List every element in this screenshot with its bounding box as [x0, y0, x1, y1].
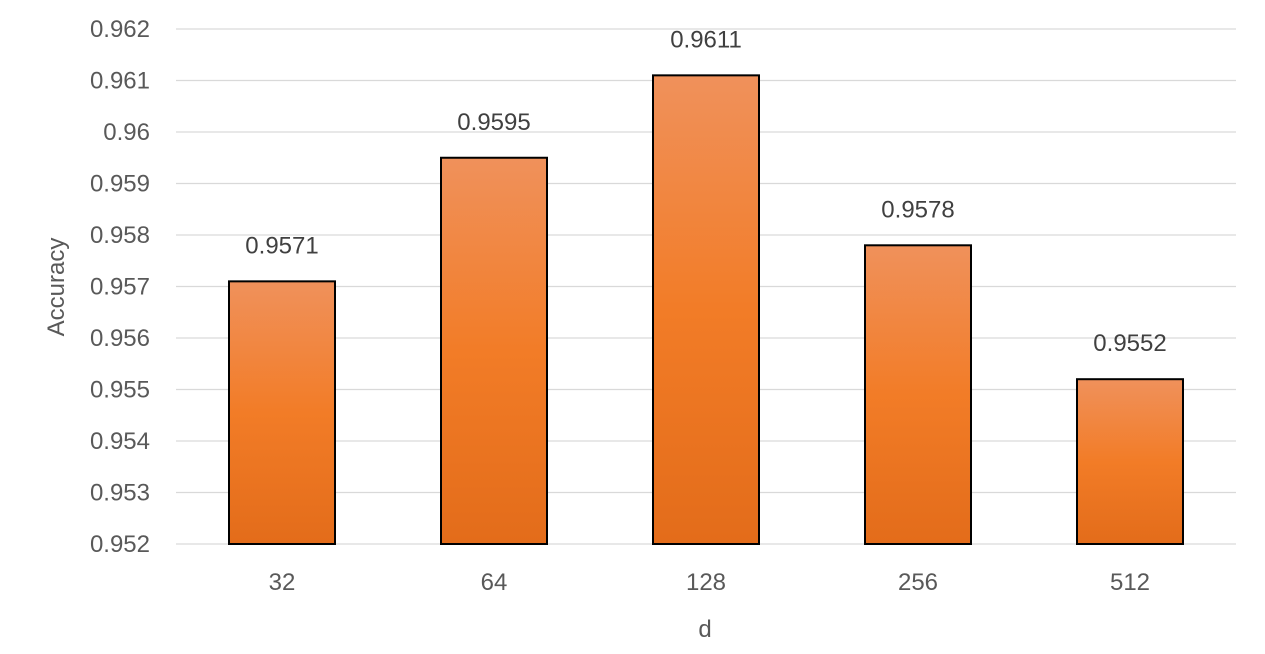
- y-tick-label: 0.958: [90, 222, 150, 249]
- y-tick-label: 0.956: [90, 325, 150, 352]
- y-tick-label: 0.96: [103, 119, 150, 146]
- data-label-64: 0.9595: [457, 109, 530, 136]
- y-tick-label: 0.953: [90, 480, 150, 507]
- bar-64: [440, 156, 548, 545]
- data-labels: 0.9571 0.9595 0.9611 0.9578 0.9552: [245, 26, 1166, 357]
- y-axis-tick-labels: 0.952 0.953 0.954 0.955 0.956 0.957 0.958 0.959…: [90, 16, 150, 558]
- x-tick-label-64: 64: [481, 569, 508, 596]
- data-label-128: 0.9611: [670, 26, 742, 53]
- bar-32: [228, 280, 336, 545]
- y-tick-label: 0.957: [90, 274, 150, 301]
- data-label-32: 0.9571: [245, 232, 318, 259]
- data-label-512: 0.9552: [1093, 330, 1166, 357]
- x-tick-label-32: 32: [269, 569, 296, 596]
- y-tick-label: 0.955: [90, 377, 150, 404]
- data-label-256: 0.9578: [881, 196, 954, 223]
- bar-256: [864, 244, 972, 546]
- x-axis-title: d: [698, 616, 711, 643]
- y-tick-label: 0.961: [90, 68, 150, 95]
- y-tick-label: 0.959: [90, 171, 150, 198]
- x-tick-label-256: 256: [898, 569, 938, 596]
- x-axis-tick-labels: 32 64 128 256 512: [269, 569, 1150, 596]
- bar-128: [652, 74, 760, 545]
- y-tick-label: 0.952: [90, 531, 150, 558]
- y-tick-label: 0.962: [90, 16, 150, 43]
- y-axis-title: Accuracy: [43, 238, 70, 337]
- x-tick-label-128: 128: [686, 569, 726, 596]
- bars: [228, 74, 1184, 546]
- x-tick-label-512: 512: [1110, 569, 1150, 596]
- y-tick-label: 0.954: [90, 428, 150, 455]
- bar-512: [1076, 378, 1184, 546]
